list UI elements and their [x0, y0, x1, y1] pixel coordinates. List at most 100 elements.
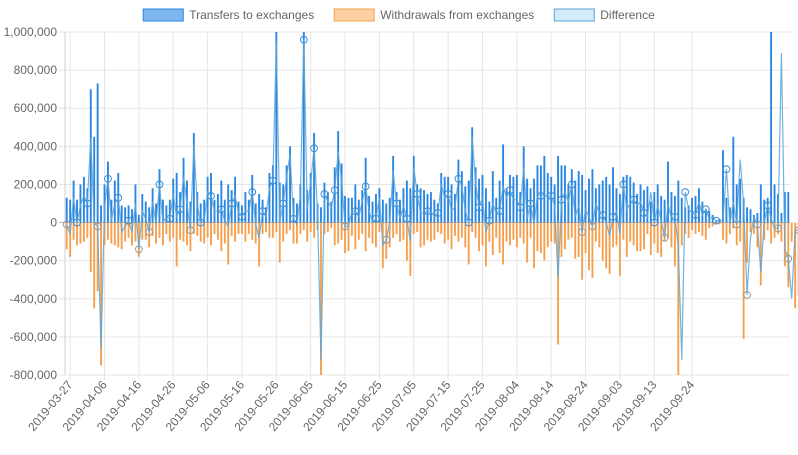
legend-swatch	[334, 9, 374, 21]
bar-transfers	[787, 192, 789, 222]
bar-withdrawals	[344, 223, 346, 253]
bar-withdrawals	[598, 223, 600, 248]
bar-withdrawals	[368, 223, 370, 238]
bar-withdrawals	[224, 223, 226, 244]
legend-item[interactable]: Transfers to exchanges	[143, 8, 314, 22]
bar-withdrawals	[746, 223, 748, 263]
bar-withdrawals	[722, 223, 724, 240]
y-tick-label: 400,000	[14, 139, 58, 153]
bar-withdrawals	[279, 223, 281, 263]
bar-withdrawals	[695, 223, 697, 234]
bar-withdrawals	[351, 223, 353, 236]
bar-withdrawals	[80, 223, 82, 244]
bar-withdrawals	[313, 223, 315, 238]
bar-withdrawals	[591, 223, 593, 278]
bar-withdrawals	[107, 223, 109, 240]
bar-withdrawals	[86, 223, 88, 238]
bar-withdrawals	[526, 223, 528, 263]
bar-withdrawals	[114, 223, 116, 246]
bar-transfers	[612, 167, 614, 222]
y-tick-label: 1,000,000	[4, 25, 58, 39]
bar-transfers	[83, 177, 85, 223]
bar-transfers	[337, 131, 339, 222]
bar-withdrawals	[203, 223, 205, 244]
bar-withdrawals	[365, 223, 367, 252]
bar-withdrawals	[186, 223, 188, 246]
bar-withdrawals	[519, 223, 521, 238]
bar-withdrawals	[93, 223, 95, 309]
bar-withdrawals	[293, 223, 295, 244]
bar-withdrawals	[262, 223, 264, 234]
bar-transfers	[138, 215, 140, 223]
bar-withdrawals	[155, 223, 157, 244]
bar-withdrawals	[330, 223, 332, 229]
series-transfers-bars	[66, 32, 789, 223]
bar-transfers	[313, 133, 315, 223]
bar-withdrawals	[214, 223, 216, 234]
bar-transfers	[770, 32, 772, 223]
bar-withdrawals	[705, 223, 707, 240]
bar-withdrawals	[495, 223, 497, 238]
bar-transfers	[746, 207, 748, 222]
legend-item[interactable]: Difference	[554, 8, 655, 22]
bar-withdrawals	[433, 223, 435, 240]
bar-transfers	[148, 207, 150, 222]
bar-withdrawals	[674, 223, 676, 267]
y-tick-label: 200,000	[14, 177, 58, 191]
bar-withdrawals	[399, 223, 401, 242]
y-tick-label: 0	[50, 216, 57, 230]
bar-withdrawals	[423, 223, 425, 246]
legend-label: Transfers to exchanges	[189, 8, 314, 22]
bar-withdrawals	[375, 223, 377, 248]
bar-withdrawals	[540, 223, 542, 253]
legend-item[interactable]: Withdrawals from exchanges	[334, 8, 534, 22]
bar-withdrawals	[530, 223, 532, 238]
bar-withdrawals	[547, 223, 549, 248]
bar-withdrawals	[159, 223, 161, 238]
bar-withdrawals	[220, 223, 222, 252]
bar-withdrawals	[457, 223, 459, 242]
bar-transfers	[664, 200, 666, 223]
bar-transfers	[220, 181, 222, 223]
y-tick-label: -400,000	[10, 292, 58, 306]
bar-withdrawals	[141, 223, 143, 240]
bar-withdrawals	[248, 223, 250, 234]
bar-withdrawals	[169, 223, 171, 242]
bar-withdrawals	[657, 223, 659, 253]
bar-transfers	[643, 190, 645, 222]
bar-transfers	[430, 192, 432, 222]
bar-withdrawals	[770, 223, 772, 244]
bar-withdrawals	[475, 223, 477, 238]
y-tick-label: -600,000	[10, 330, 58, 344]
bar-withdrawals	[306, 223, 308, 242]
bar-transfers	[774, 184, 776, 222]
bar-transfers	[557, 156, 559, 223]
bar-transfers	[423, 190, 425, 222]
bar-withdrawals	[272, 223, 274, 238]
bar-transfers	[725, 198, 727, 223]
bar-withdrawals	[134, 223, 136, 242]
bar-withdrawals	[296, 223, 298, 244]
legend-swatch	[143, 9, 183, 21]
bar-withdrawals	[337, 223, 339, 244]
bar-withdrawals	[282, 223, 284, 242]
bar-transfers	[691, 198, 693, 223]
bar-withdrawals	[244, 223, 246, 242]
bar-withdrawals	[90, 223, 92, 273]
bar-withdrawals	[231, 223, 233, 236]
bar-withdrawals	[227, 223, 229, 265]
bar-withdrawals	[533, 223, 535, 269]
bar-withdrawals	[640, 223, 642, 252]
bar-withdrawals	[179, 223, 181, 240]
bar-withdrawals	[482, 223, 484, 246]
bar-withdrawals	[451, 223, 453, 250]
bar-transfers	[451, 184, 453, 222]
bar-withdrawals	[396, 223, 398, 234]
bar-withdrawals	[162, 223, 164, 246]
bar-transfers	[650, 202, 652, 223]
bar-withdrawals	[629, 223, 631, 242]
bar-transfers	[506, 188, 508, 222]
bar-withdrawals	[403, 223, 405, 240]
bar-withdrawals	[234, 223, 236, 242]
